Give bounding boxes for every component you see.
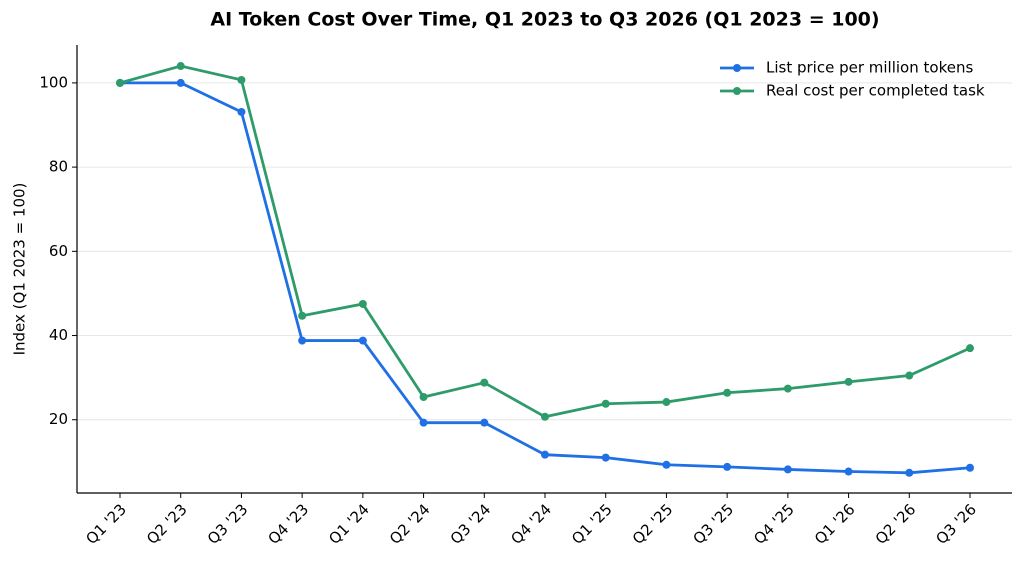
- data-point: [966, 463, 974, 472]
- data-point: [176, 78, 185, 87]
- data-point: [662, 398, 671, 407]
- x-tick-label: Q1 '24: [325, 500, 373, 548]
- data-point: [541, 450, 549, 459]
- data-point: [480, 418, 489, 427]
- data-point: [419, 393, 428, 401]
- legend-marker: [733, 87, 741, 95]
- series-line: [119, 64, 971, 419]
- data-point: [723, 462, 732, 471]
- y-axis-label: Index (Q1 2023 = 100): [11, 183, 29, 356]
- x-tick-label: Q4 '23: [265, 500, 313, 548]
- data-point: [176, 62, 185, 71]
- data-point: [783, 465, 792, 474]
- chart-title: AI Token Cost Over Time, Q1 2023 to Q3 2…: [210, 9, 879, 31]
- x-tick-label: Q2 '25: [629, 500, 677, 548]
- x-tick-label: Q1 '23: [82, 500, 130, 548]
- data-point: [966, 344, 974, 353]
- data-point: [844, 377, 853, 386]
- y-tick-label: 80: [49, 158, 68, 176]
- x-tick-label: Q2 '23: [143, 500, 191, 548]
- x-tick-label: Q3 '23: [204, 500, 252, 548]
- y-tick-label: 100: [39, 73, 68, 91]
- data-point: [237, 107, 246, 116]
- x-tick-label: Q3 '26: [932, 500, 980, 548]
- x-tick-label: Q3 '25: [690, 500, 738, 548]
- data-point: [298, 336, 307, 345]
- y-tick-label: 20: [49, 410, 68, 428]
- data-point: [662, 460, 671, 469]
- y-tick-label: 40: [49, 326, 68, 344]
- data-point: [723, 388, 732, 397]
- data-point: [480, 378, 489, 387]
- data-point: [601, 453, 610, 462]
- x-tick-label: Q3 '24: [447, 500, 495, 548]
- data-point: [905, 371, 914, 380]
- x-tick-label: Q2 '24: [386, 500, 434, 548]
- x-tick-label: Q4 '25: [750, 500, 798, 548]
- legend-marker: [733, 64, 741, 72]
- y-tick-label: 60: [49, 242, 68, 260]
- data-point: [116, 78, 124, 87]
- data-point: [844, 467, 853, 476]
- data-point: [358, 299, 367, 308]
- data-point: [358, 336, 367, 345]
- x-tick-label: Q2 '26: [872, 500, 920, 548]
- legend-label: List price per million tokens: [766, 59, 973, 77]
- data-point: [419, 418, 428, 427]
- data-point: [905, 468, 914, 477]
- x-tick-label: Q4 '24: [507, 500, 555, 548]
- data-point: [298, 311, 307, 320]
- data-point: [541, 412, 549, 421]
- x-tick-label: Q1 '25: [568, 500, 616, 548]
- data-point: [783, 384, 792, 393]
- data-point: [601, 399, 610, 408]
- legend-label: Real cost per completed task: [766, 82, 985, 100]
- data-point: [237, 75, 246, 84]
- x-tick-label: Q1 '26: [811, 500, 859, 548]
